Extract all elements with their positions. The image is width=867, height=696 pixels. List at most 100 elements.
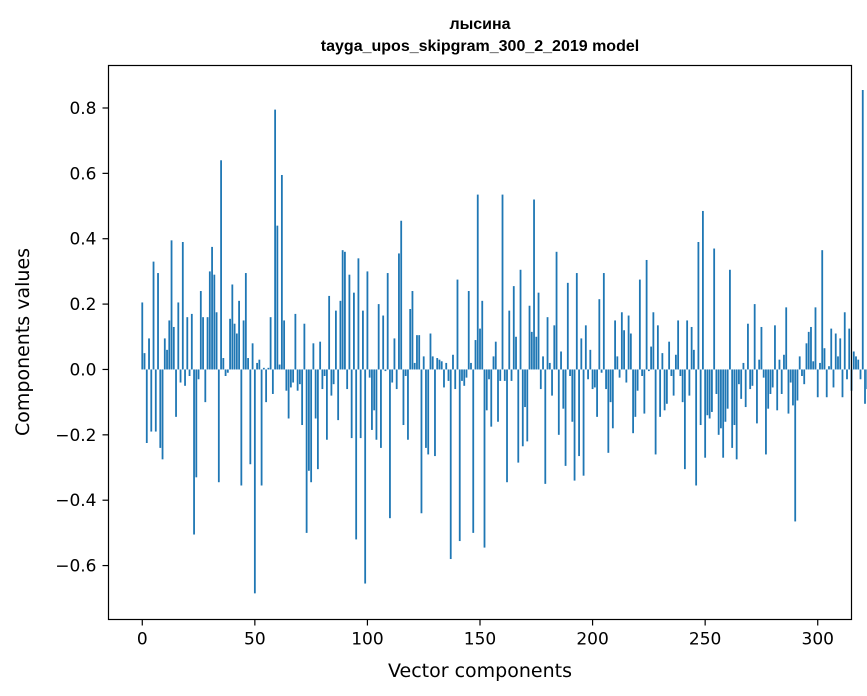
y-tick-label: 0.2 [69,295,96,315]
bar-component-197 [584,325,587,370]
bar-component-51 [256,362,258,370]
bar-component-151 [481,300,484,370]
bar-component-121 [413,362,416,370]
bar-component-37 [224,369,227,376]
bar-component-215 [625,369,628,383]
bar-component-297 [810,326,812,370]
x-tick-label: 250 [689,630,721,650]
bar-component-98 [362,310,364,370]
bar-component-179 [544,369,547,484]
bar-component-243 [688,369,691,396]
bar-component-285 [783,354,785,370]
bar-component-293 [801,369,803,376]
bar-component-282 [776,369,779,411]
bar-component-268 [744,369,747,408]
bar-component-178 [542,356,544,370]
bar-component-20 [186,317,189,370]
bar-component-307 [832,369,835,388]
bar-component-117 [404,369,407,376]
bar-component-202 [596,369,598,417]
bar-component-260 [726,369,729,409]
bar-component-200 [591,369,594,390]
bar-component-267 [742,362,745,370]
bar-component-191 [571,369,574,422]
bar-component-314 [848,328,851,370]
bar-component-42 [235,333,238,370]
bar-component-46 [244,273,247,370]
bar-component-159 [499,369,502,381]
bar-component-320 [861,90,864,370]
bar-component-211 [616,356,619,370]
bar-component-116 [402,369,405,426]
bar-component-278 [767,369,770,409]
bar-component-164 [510,369,513,381]
bar-component-108 [384,369,387,372]
bar-component-52 [258,359,261,370]
bar-component-212 [618,369,621,378]
bar-component-38 [226,369,229,373]
bar-component-257 [720,369,722,429]
bar-component-230 [659,369,662,417]
bar-component-220 [636,369,639,391]
bar-component-101 [368,369,371,378]
bar-component-120 [411,291,414,370]
bar-component-82 [326,369,328,440]
y-tick-label: 0.8 [69,99,96,119]
bar-component-224 [645,259,648,370]
bar-component-65 [287,369,290,419]
bar-component-256 [717,369,720,435]
bar-component-9 [161,369,164,460]
bar-component-226 [650,346,653,370]
bar-component-107 [382,315,385,370]
bar-component-198 [587,369,589,380]
bar-component-45 [242,320,245,370]
x-tick-label: 50 [244,630,266,650]
bar-component-95 [355,369,358,540]
bar-component-283 [778,359,781,370]
bar-component-292 [798,356,801,370]
bar-component-44 [240,369,243,486]
bar-component-148 [474,340,477,370]
bar-component-140 [456,279,459,370]
bar-component-156 [492,356,495,370]
bar-component-123 [418,335,421,370]
bar-component-321 [864,369,866,404]
bar-component-70 [298,369,301,385]
bar-component-75 [310,369,313,483]
bar-component-48 [249,369,252,465]
bar-component-313 [846,369,848,380]
bar-component-165 [512,286,515,370]
bar-component-132 [438,359,441,370]
y-tick-label: 0.4 [69,230,96,250]
bar-component-118 [407,369,409,440]
bar-component-311 [841,369,844,398]
bar-component-284 [780,369,783,394]
bar-component-228 [654,369,657,455]
bar-component-273 [756,369,758,424]
bar-component-255 [715,369,718,394]
bar-component-310 [839,338,842,370]
bar-component-104 [375,369,378,440]
bar-component-240 [681,369,684,403]
bar-component-8 [159,369,162,448]
x-tick-label: 0 [137,630,148,650]
bar-component-157 [494,341,497,370]
bar-component-180 [546,317,549,370]
bar-component-144 [465,369,468,378]
bar-component-183 [553,325,556,370]
bar-component-99 [364,369,367,584]
bar-component-318 [857,359,860,370]
bar-component-127 [427,369,430,455]
bar-component-190 [569,369,571,376]
bar-component-172 [528,305,531,370]
bar-component-192 [573,369,576,481]
y-tick-label: −0.6 [55,557,96,577]
bar-component-59 [274,109,277,370]
bar-component-246 [695,369,698,486]
bar-component-316 [852,351,855,370]
bar-component-302 [821,250,824,370]
bar-component-6 [154,369,157,432]
x-axis-label: Vector components [388,660,572,682]
bar-component-169 [521,369,524,447]
bar-component-93 [350,369,353,439]
